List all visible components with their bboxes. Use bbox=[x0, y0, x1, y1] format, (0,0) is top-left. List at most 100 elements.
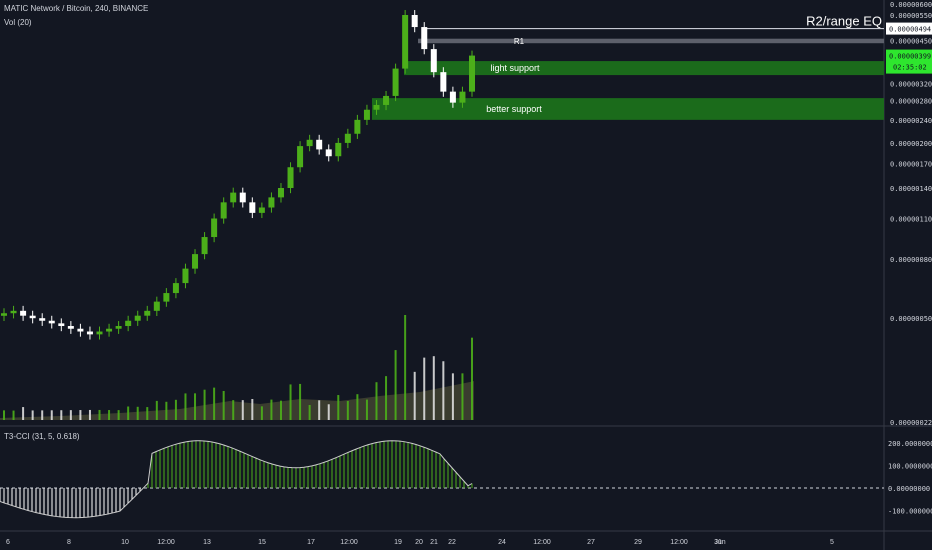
volume-bar bbox=[337, 395, 340, 420]
volume-bar bbox=[318, 400, 321, 420]
candle-body bbox=[48, 320, 55, 324]
candle-body bbox=[344, 133, 351, 143]
time-tick-label: 8 bbox=[67, 539, 71, 546]
r2-price-tag-text: 0.00000494 bbox=[889, 26, 931, 34]
r1-zone bbox=[418, 38, 884, 44]
candle-body bbox=[220, 202, 227, 219]
candle-body bbox=[392, 68, 399, 96]
volume-bar bbox=[279, 400, 282, 420]
time-tick-label: 21 bbox=[430, 539, 438, 546]
candle-body bbox=[106, 328, 113, 332]
volume-bars bbox=[0, 315, 474, 420]
candle-body bbox=[363, 109, 370, 120]
price-tick-label: 0.00000240 bbox=[890, 117, 932, 125]
volume-bar bbox=[184, 393, 187, 420]
volume-bar bbox=[404, 315, 407, 420]
candle-body bbox=[402, 15, 409, 69]
cci-tick-label: 100.00000000 bbox=[888, 463, 932, 471]
volume-bar bbox=[471, 337, 473, 420]
cci-line bbox=[0, 440, 473, 519]
time-tick-label: 24 bbox=[498, 539, 506, 546]
volume-ma-area bbox=[0, 381, 474, 420]
volume-bar bbox=[60, 410, 63, 420]
volume-bar bbox=[146, 407, 149, 420]
candle-body bbox=[1, 313, 7, 316]
candle-body bbox=[335, 142, 342, 157]
time-tick-label: 13 bbox=[203, 539, 211, 546]
candle-body bbox=[268, 197, 275, 208]
price-tick-label: 0.00000050 bbox=[890, 315, 932, 323]
volume-bar bbox=[136, 406, 139, 420]
candle-body bbox=[239, 192, 246, 203]
volume-bar bbox=[22, 407, 25, 420]
candle-body bbox=[258, 207, 265, 213]
cci-tick-label: 0.00000000 bbox=[888, 485, 930, 493]
candle-body bbox=[86, 331, 93, 335]
volume-bar bbox=[127, 406, 130, 420]
candle-body bbox=[134, 315, 141, 321]
r1-label: R1 bbox=[514, 37, 525, 46]
cci-tick-label: -100.00000000 bbox=[888, 508, 932, 516]
volume-bar bbox=[327, 404, 330, 420]
time-tick-label: 12:00 bbox=[533, 539, 551, 546]
time-tick-label: 27 bbox=[587, 539, 595, 546]
volume-bar bbox=[98, 409, 101, 420]
candle-body bbox=[96, 331, 103, 335]
time-tick-label: 20 bbox=[415, 539, 423, 546]
price-tick-label: 0.00000140 bbox=[890, 185, 932, 193]
candle-body bbox=[172, 283, 179, 294]
volume-bar bbox=[394, 350, 397, 420]
price-tick-label: 0.00000170 bbox=[890, 160, 932, 168]
price-tick-label: 0.00000080 bbox=[890, 256, 932, 264]
volume-bar bbox=[251, 398, 254, 420]
volume-bar bbox=[174, 399, 177, 420]
candle-body bbox=[469, 55, 475, 92]
better-support-zone bbox=[372, 98, 884, 120]
candle-body bbox=[354, 119, 361, 134]
time-tick-label: 31 bbox=[714, 539, 722, 546]
time-tick-label: 12:00 bbox=[340, 539, 358, 546]
cci-histogram bbox=[0, 440, 884, 519]
volume-bar bbox=[155, 400, 158, 420]
time-tick-label: 15 bbox=[258, 539, 266, 546]
indicator-label: T3-CCI (31, 5, 0.618) bbox=[4, 432, 80, 441]
volume-label: Vol (20) bbox=[4, 18, 32, 27]
price-tick-label: 0.00000450 bbox=[890, 37, 932, 45]
volume-bar bbox=[12, 410, 15, 420]
candles bbox=[1, 10, 475, 340]
time-tick-label: 5 bbox=[830, 539, 834, 546]
candle-body bbox=[144, 310, 151, 316]
price-tick-label: 0.00000600 bbox=[890, 1, 932, 9]
axes: 0.00000600 0.00000550 0.00000494 0.00000450… bbox=[6, 1, 932, 546]
time-tick-label: 29 bbox=[634, 539, 642, 546]
volume-bar bbox=[88, 409, 91, 420]
price-tick-label: 0.00000200 bbox=[890, 140, 932, 148]
chart-title: MATIC Network / Bitcoin, 240, BINANCE bbox=[4, 4, 149, 13]
candle-body bbox=[449, 91, 456, 103]
volume-bar bbox=[41, 410, 44, 420]
candle-body bbox=[277, 188, 284, 198]
candle-body bbox=[211, 218, 218, 238]
time-tick-label: 12:00 bbox=[670, 539, 688, 546]
candle-body bbox=[373, 104, 380, 110]
candle-body bbox=[411, 15, 418, 28]
time-tick-label: 6 bbox=[6, 539, 10, 546]
volume-bar bbox=[108, 410, 111, 420]
volume-bar bbox=[3, 410, 5, 420]
candle-body bbox=[421, 27, 428, 50]
candle-body bbox=[115, 326, 122, 329]
candle-body bbox=[306, 139, 313, 147]
candle-body bbox=[297, 146, 304, 168]
volume-bar bbox=[365, 399, 368, 420]
time-tick-label: 10 bbox=[121, 539, 129, 546]
candle-body bbox=[249, 202, 256, 213]
annotation-labels: R2/range EQ R1 light support better support bbox=[486, 14, 882, 114]
last-price-text: 0.00000399 bbox=[889, 53, 931, 61]
volume-bar bbox=[346, 400, 349, 420]
price-tick-label: 0.00000110 bbox=[890, 216, 932, 224]
time-tick-label: 12:00 bbox=[157, 539, 175, 546]
price-tick-label: 0.00000022 bbox=[890, 419, 932, 427]
volume-bar bbox=[79, 410, 82, 420]
